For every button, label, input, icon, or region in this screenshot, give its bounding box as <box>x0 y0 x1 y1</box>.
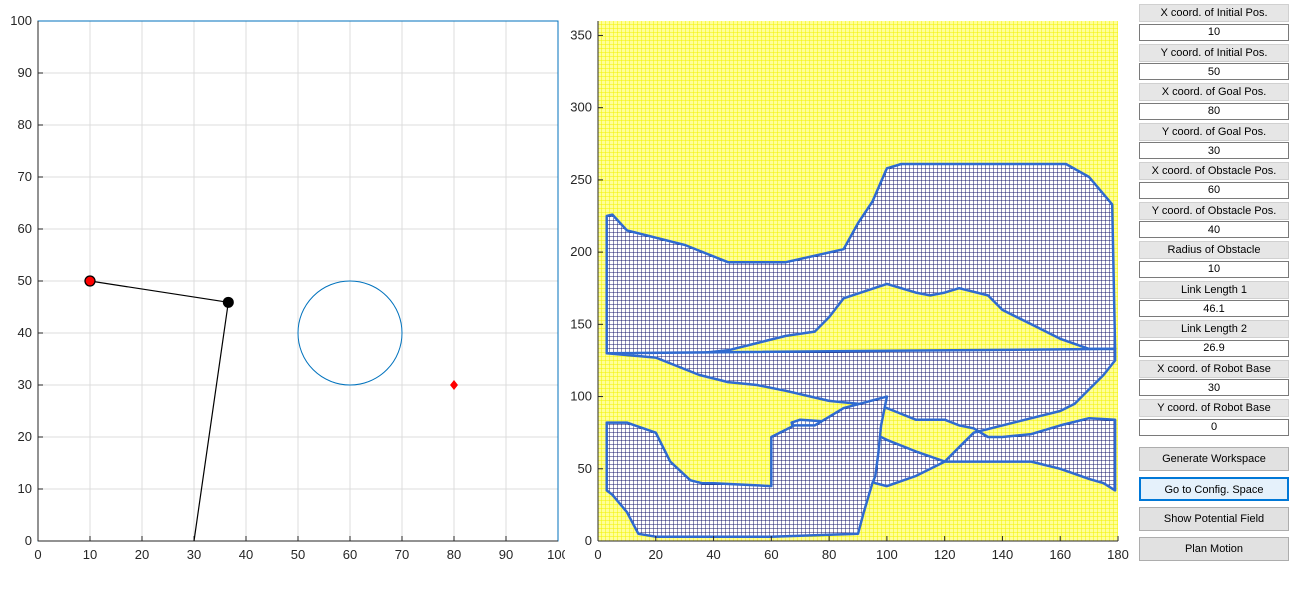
x-obstacle-input[interactable] <box>1139 181 1289 199</box>
plan-motion-button[interactable]: Plan Motion <box>1139 536 1289 561</box>
x-tick-label: 0 <box>594 547 601 562</box>
field-label: Y coord. of Robot Base <box>1139 399 1289 417</box>
x-tick-label: 40 <box>239 547 253 562</box>
field-label: Y coord. of Initial Pos. <box>1139 43 1289 62</box>
field-x-initial: X coord. of Initial Pos. <box>1139 4 1289 44</box>
y-tick-label: 200 <box>570 244 592 259</box>
config-space-tick-labels: 0 20 40 60 80 100 120 140 160 180 0 50 100 150 200 250 3… <box>570 27 1129 562</box>
field-x-obstacle: X coord. of Obstacle Pos. <box>1139 162 1289 202</box>
y-tick-label: 300 <box>570 100 592 115</box>
field-link-length-1: Link Length 1 <box>1139 280 1289 321</box>
end-effector-marker <box>84 275 96 287</box>
x-tick-label: 60 <box>343 547 357 562</box>
y-tick-label: 70 <box>18 169 32 184</box>
y-tick-label: 30 <box>18 377 32 392</box>
generate-workspace-button[interactable]: Generate Workspace <box>1139 446 1289 471</box>
y-tick-label: 250 <box>570 172 592 187</box>
robot-link-1 <box>193 302 229 542</box>
field-label: Y coord. of Obstacle Pos. <box>1139 201 1289 220</box>
y-tick-label: 0 <box>585 533 592 548</box>
show-potential-field-button[interactable]: Show Potential Field <box>1139 506 1289 531</box>
go-to-config-space-button[interactable]: Go to Config. Space <box>1139 476 1289 501</box>
y-initial-input[interactable] <box>1139 63 1289 80</box>
field-label: X coord. of Robot Base <box>1139 359 1289 378</box>
x-tick-label: 50 <box>291 547 305 562</box>
goal-marker <box>450 380 458 390</box>
y-tick-label: 100 <box>10 13 32 28</box>
y-tick-label: 50 <box>18 273 32 288</box>
x-tick-label: 20 <box>135 547 149 562</box>
y-tick-label: 0 <box>25 533 32 548</box>
x-tick-label: 80 <box>822 547 836 562</box>
y-goal-input[interactable] <box>1139 142 1289 159</box>
field-x-robot-base: X coord. of Robot Base <box>1139 359 1289 400</box>
field-x-goal: X coord. of Goal Pos. <box>1139 83 1289 123</box>
y-tick-label: 10 <box>18 481 32 496</box>
field-label: X coord. of Obstacle Pos. <box>1139 162 1289 180</box>
x-tick-label: 70 <box>395 547 409 562</box>
x-tick-label: 120 <box>934 547 956 562</box>
x-tick-label: 10 <box>83 547 97 562</box>
x-tick-label: 100 <box>876 547 898 562</box>
y-tick-label: 20 <box>18 429 32 444</box>
x-tick-label: 80 <box>447 547 461 562</box>
field-link-length-2: Link Length 2 <box>1139 320 1289 360</box>
y-robot-base-input[interactable] <box>1139 418 1289 436</box>
robot-link-2 <box>89 280 229 303</box>
field-y-robot-base: Y coord. of Robot Base <box>1139 399 1289 439</box>
x-tick-label: 60 <box>764 547 778 562</box>
link-length-1-input[interactable] <box>1139 300 1289 317</box>
workspace-grid <box>37 20 559 542</box>
link-length-2-input[interactable] <box>1139 339 1289 357</box>
x-tick-label: 100 <box>547 547 565 562</box>
field-y-initial: Y coord. of Initial Pos. <box>1139 43 1289 84</box>
button-group: Generate Workspace Go to Config. Space S… <box>1139 446 1289 567</box>
x-tick-label: 0 <box>34 547 41 562</box>
control-panel: X coord. of Initial Pos. Y coord. of Ini… <box>1139 4 1289 567</box>
obstacle-circle <box>297 280 403 386</box>
y-tick-label: 60 <box>18 221 32 236</box>
config-space-plot: 0 20 40 60 80 100 120 140 160 180 0 50 100 150 200 250 3… <box>570 21 1129 562</box>
field-y-obstacle: Y coord. of Obstacle Pos. <box>1139 201 1289 242</box>
field-label: Y coord. of Goal Pos. <box>1139 122 1289 141</box>
config-obstacle-region <box>605 395 889 538</box>
y-tick-label: 150 <box>570 316 592 331</box>
workspace-tick-labels: 0 10 20 30 40 50 60 70 80 90 100 0 10 20 30 40 50 60 70 80 9… <box>10 13 565 562</box>
field-y-goal: Y coord. of Goal Pos. <box>1139 122 1289 163</box>
workspace-plot: 0 10 20 30 40 50 60 70 80 90 100 0 10 20 30 40 50 60 70 80 9… <box>10 13 565 562</box>
y-tick-label: 40 <box>18 325 32 340</box>
x-initial-input[interactable] <box>1139 23 1289 41</box>
x-goal-input[interactable] <box>1139 102 1289 120</box>
y-obstacle-input[interactable] <box>1139 221 1289 238</box>
x-tick-label: 30 <box>187 547 201 562</box>
workspace-marks <box>84 275 458 542</box>
config-obstacle-region <box>605 347 1117 492</box>
y-tick-label: 80 <box>18 117 32 132</box>
config-obstacle-region <box>605 162 1117 355</box>
y-tick-label: 90 <box>18 65 32 80</box>
obstacle-radius-input[interactable] <box>1139 260 1289 278</box>
x-tick-label: 90 <box>499 547 513 562</box>
y-tick-label: 100 <box>570 389 592 404</box>
field-label: X coord. of Goal Pos. <box>1139 83 1289 101</box>
field-label: Radius of Obstacle <box>1139 241 1289 259</box>
x-tick-label: 180 <box>1107 547 1129 562</box>
field-obstacle-radius: Radius of Obstacle <box>1139 241 1289 281</box>
y-tick-label: 50 <box>578 461 592 476</box>
y-tick-label: 350 <box>570 27 592 42</box>
x-tick-label: 140 <box>992 547 1014 562</box>
field-label: Link Length 1 <box>1139 280 1289 299</box>
field-label: Link Length 2 <box>1139 320 1289 338</box>
x-tick-label: 40 <box>706 547 720 562</box>
config-space-obstacles <box>605 162 1117 538</box>
field-label: X coord. of Initial Pos. <box>1139 4 1289 22</box>
x-tick-label: 20 <box>649 547 663 562</box>
x-tick-label: 160 <box>1049 547 1071 562</box>
elbow-joint <box>222 296 234 308</box>
x-robot-base-input[interactable] <box>1139 379 1289 396</box>
